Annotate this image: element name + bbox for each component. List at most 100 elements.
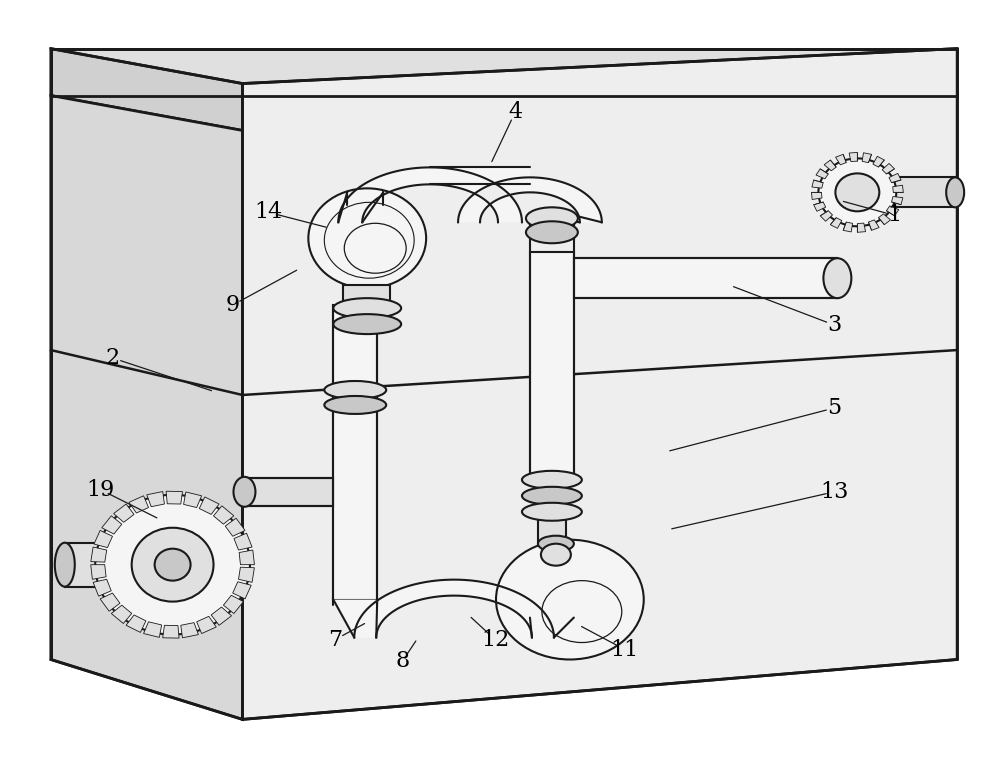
Polygon shape	[163, 625, 179, 638]
Polygon shape	[886, 206, 899, 215]
Ellipse shape	[324, 381, 386, 399]
Polygon shape	[338, 167, 602, 222]
Polygon shape	[885, 177, 955, 207]
Polygon shape	[114, 504, 134, 523]
Text: 3: 3	[827, 314, 842, 336]
Polygon shape	[184, 492, 202, 507]
Ellipse shape	[818, 158, 896, 226]
Polygon shape	[333, 305, 377, 600]
Polygon shape	[199, 497, 219, 514]
Text: 8: 8	[395, 650, 409, 672]
Polygon shape	[873, 157, 884, 167]
Polygon shape	[51, 49, 957, 96]
Polygon shape	[830, 218, 842, 228]
Polygon shape	[242, 478, 333, 506]
Polygon shape	[94, 530, 112, 548]
Ellipse shape	[155, 549, 191, 581]
Polygon shape	[430, 167, 530, 184]
Ellipse shape	[522, 503, 582, 521]
Polygon shape	[857, 223, 866, 232]
Polygon shape	[862, 153, 872, 163]
Polygon shape	[211, 607, 232, 625]
Ellipse shape	[835, 173, 879, 212]
Polygon shape	[100, 593, 120, 611]
Ellipse shape	[538, 536, 574, 552]
Polygon shape	[892, 196, 903, 205]
Polygon shape	[343, 285, 390, 308]
Polygon shape	[816, 169, 828, 179]
Polygon shape	[239, 550, 254, 565]
Text: 14: 14	[254, 201, 283, 223]
Polygon shape	[242, 49, 957, 720]
Text: 7: 7	[328, 629, 342, 650]
Polygon shape	[91, 565, 106, 579]
Polygon shape	[91, 547, 107, 562]
Ellipse shape	[233, 477, 255, 507]
Ellipse shape	[946, 177, 964, 207]
Ellipse shape	[876, 177, 894, 207]
Polygon shape	[338, 193, 383, 222]
Text: 1: 1	[887, 204, 901, 226]
Polygon shape	[530, 215, 602, 222]
Polygon shape	[223, 595, 243, 613]
Ellipse shape	[526, 207, 578, 229]
Ellipse shape	[333, 314, 401, 334]
Polygon shape	[820, 211, 833, 222]
Ellipse shape	[333, 298, 401, 318]
Polygon shape	[878, 214, 891, 225]
Ellipse shape	[526, 222, 578, 243]
Ellipse shape	[324, 396, 386, 414]
Polygon shape	[574, 258, 837, 298]
Ellipse shape	[522, 471, 582, 489]
Polygon shape	[333, 600, 377, 637]
Polygon shape	[126, 615, 146, 633]
Polygon shape	[882, 163, 894, 174]
Polygon shape	[147, 491, 164, 507]
Polygon shape	[213, 506, 234, 524]
Polygon shape	[868, 220, 879, 230]
Polygon shape	[889, 173, 901, 183]
Polygon shape	[849, 152, 857, 162]
Polygon shape	[843, 222, 853, 232]
Polygon shape	[51, 96, 242, 720]
Polygon shape	[239, 567, 254, 582]
Polygon shape	[530, 617, 574, 637]
Polygon shape	[812, 180, 823, 188]
Text: 12: 12	[481, 629, 509, 650]
Ellipse shape	[496, 539, 644, 659]
Ellipse shape	[133, 542, 153, 587]
Text: 19: 19	[87, 479, 115, 501]
Polygon shape	[197, 617, 216, 633]
Ellipse shape	[95, 495, 250, 635]
Polygon shape	[111, 605, 132, 623]
Polygon shape	[836, 154, 846, 165]
Polygon shape	[538, 512, 566, 542]
Polygon shape	[166, 491, 182, 504]
Ellipse shape	[55, 542, 75, 587]
Polygon shape	[893, 185, 903, 193]
Polygon shape	[530, 252, 574, 480]
Polygon shape	[102, 516, 122, 534]
Polygon shape	[814, 202, 826, 212]
Ellipse shape	[132, 528, 214, 601]
Text: 5: 5	[827, 397, 841, 419]
Text: 4: 4	[508, 102, 522, 124]
Text: 9: 9	[225, 294, 240, 316]
Polygon shape	[93, 579, 111, 596]
Ellipse shape	[308, 189, 426, 288]
Polygon shape	[233, 581, 251, 599]
Polygon shape	[129, 496, 149, 513]
Polygon shape	[824, 160, 836, 170]
Polygon shape	[811, 193, 822, 199]
Ellipse shape	[522, 487, 582, 505]
Text: 13: 13	[820, 481, 849, 503]
Polygon shape	[234, 533, 252, 550]
Polygon shape	[181, 623, 198, 638]
Text: 2: 2	[106, 347, 120, 369]
Polygon shape	[354, 580, 554, 637]
Polygon shape	[225, 518, 245, 536]
Polygon shape	[51, 49, 242, 131]
Ellipse shape	[823, 258, 851, 298]
Text: 11: 11	[611, 639, 639, 661]
Polygon shape	[65, 542, 143, 587]
